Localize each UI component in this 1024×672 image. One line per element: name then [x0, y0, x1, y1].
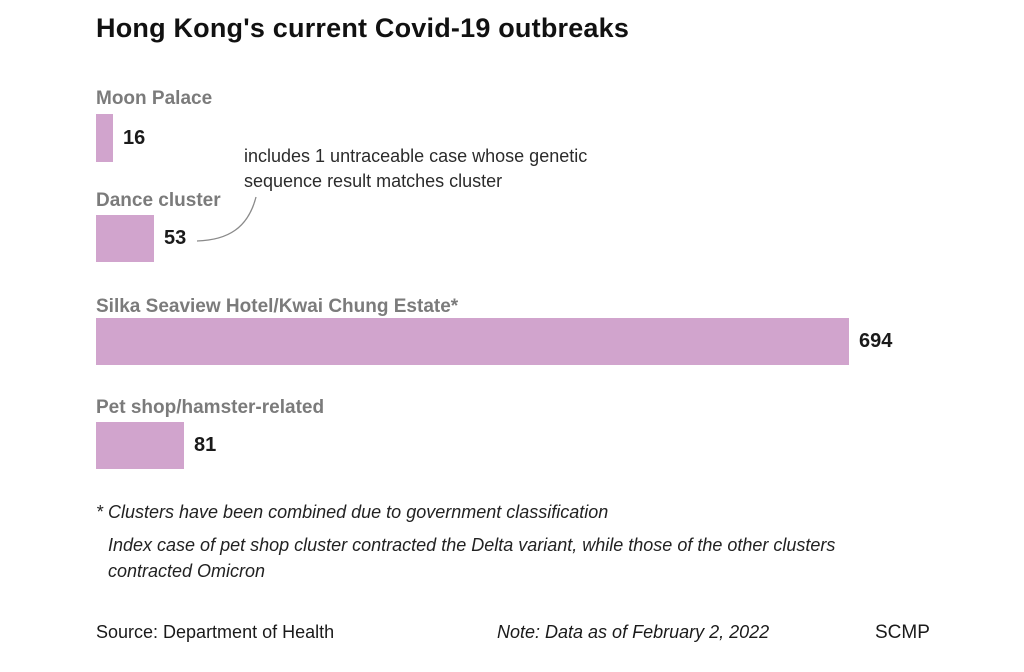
category-label-moon-palace: Moon Palace	[96, 88, 213, 109]
footnote-asterisk: * Clusters have been combined due to gov…	[96, 502, 609, 522]
footer-source: Source: Department of Health	[96, 622, 335, 642]
chart-title: Hong Kong's current Covid-19 outbreaks	[96, 13, 630, 43]
category-label-pet-shop-hamster-related: Pet shop/hamster-related	[96, 397, 325, 418]
bar-value-pet-shop-hamster-related: 81	[194, 434, 217, 456]
annotation-text: includes 1 untraceable case whose geneti…	[244, 146, 588, 191]
footer-note: Note: Data as of February 2, 2022	[497, 622, 770, 642]
bar-moon-palace	[96, 114, 113, 162]
bar-silka-seaview-hotel-kwai-chung-estate	[96, 318, 849, 365]
bar-value-silka-seaview-hotel-kwai-chung-estate: 694	[859, 330, 893, 352]
category-label-dance-cluster: Dance cluster	[96, 190, 221, 211]
bar-value-moon-palace: 16	[123, 127, 146, 149]
footnote-variant: Index case of pet shop cluster contracte…	[108, 535, 836, 581]
footer-brand-scmp: SCMP	[875, 622, 930, 643]
bar-dance-cluster	[96, 215, 154, 262]
bar-value-dance-cluster: 53	[164, 227, 187, 249]
bar-pet-shop-hamster-related	[96, 422, 184, 469]
category-label-silka-seaview-hotel-kwai-chung-estate: Silka Seaview Hotel/Kwai Chung Estate*	[96, 296, 459, 317]
